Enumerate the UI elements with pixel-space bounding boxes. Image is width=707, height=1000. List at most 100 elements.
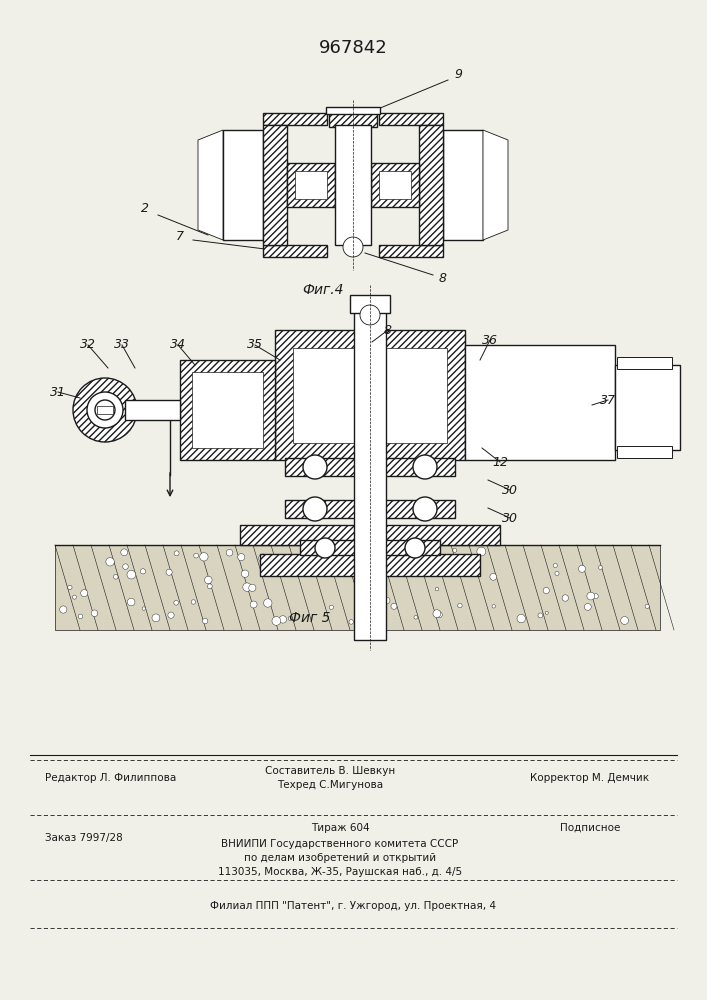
Bar	[419, 125, 443, 245]
Circle shape	[127, 570, 136, 579]
Circle shape	[152, 614, 160, 622]
Bar	[354, 310, 386, 640]
Bar	[354, 565, 386, 568]
Text: 9: 9	[454, 68, 462, 82]
Circle shape	[429, 572, 433, 576]
Circle shape	[492, 605, 496, 608]
Circle shape	[174, 600, 178, 605]
Bar	[287, 163, 335, 207]
Circle shape	[543, 587, 549, 594]
Bar	[300, 540, 440, 555]
Text: 36: 36	[482, 334, 498, 347]
Bar	[326, 107, 380, 114]
Circle shape	[238, 554, 245, 561]
Polygon shape	[223, 130, 263, 240]
Text: Тираж 604: Тираж 604	[310, 823, 369, 833]
Circle shape	[202, 618, 208, 624]
Bar	[371, 163, 419, 207]
Text: Заказ 7997/28: Заказ 7997/28	[45, 833, 123, 843]
Circle shape	[241, 570, 249, 577]
Circle shape	[72, 595, 76, 599]
Circle shape	[269, 554, 277, 563]
Circle shape	[264, 599, 272, 607]
Circle shape	[59, 606, 67, 613]
Bar	[350, 295, 390, 313]
Bar	[260, 554, 480, 576]
Circle shape	[562, 595, 568, 601]
Text: ВНИИПИ Государственного комитета СССР: ВНИИПИ Государственного комитета СССР	[221, 839, 459, 849]
Text: 2: 2	[141, 202, 149, 216]
Circle shape	[477, 547, 486, 556]
Circle shape	[621, 617, 629, 624]
Circle shape	[204, 576, 212, 584]
Bar	[465, 345, 615, 460]
Circle shape	[226, 549, 233, 556]
Text: 32: 32	[80, 338, 96, 352]
Text: 33: 33	[114, 338, 130, 352]
Circle shape	[362, 578, 366, 583]
Circle shape	[645, 604, 649, 608]
Circle shape	[419, 549, 423, 552]
Circle shape	[259, 554, 267, 563]
Text: 34: 34	[170, 338, 186, 352]
Text: по делам изобретений и открытий: по делам изобретений и открытий	[244, 853, 436, 863]
Bar	[180, 360, 275, 460]
Circle shape	[314, 568, 320, 575]
Circle shape	[440, 559, 448, 566]
Circle shape	[191, 600, 196, 604]
Text: Фиг.4: Фиг.4	[303, 283, 344, 297]
Circle shape	[121, 549, 127, 556]
Bar	[240, 525, 500, 545]
Circle shape	[243, 583, 251, 591]
Circle shape	[538, 613, 543, 618]
Circle shape	[357, 551, 361, 556]
Circle shape	[490, 573, 497, 580]
Circle shape	[81, 590, 88, 597]
Bar	[97, 406, 113, 414]
Text: 967842: 967842	[319, 39, 387, 57]
Circle shape	[91, 610, 98, 617]
Circle shape	[578, 565, 585, 572]
Circle shape	[433, 610, 440, 618]
Circle shape	[405, 538, 425, 558]
Polygon shape	[55, 545, 660, 630]
Bar	[125, 400, 180, 420]
Circle shape	[78, 614, 83, 619]
Text: 8: 8	[384, 324, 392, 336]
Text: 30: 30	[502, 512, 518, 524]
Bar	[293, 348, 447, 443]
Text: 12: 12	[492, 456, 508, 468]
Circle shape	[517, 614, 525, 623]
Circle shape	[315, 538, 335, 558]
Circle shape	[106, 558, 115, 566]
Circle shape	[436, 587, 439, 591]
Circle shape	[142, 607, 146, 610]
Circle shape	[356, 589, 362, 595]
Text: 30: 30	[502, 484, 518, 496]
Circle shape	[113, 575, 118, 579]
Text: Техред С.Мигунова: Техред С.Мигунова	[277, 780, 383, 790]
Text: Редактор Л. Филиппова: Редактор Л. Филиппова	[45, 773, 176, 783]
Circle shape	[451, 570, 457, 576]
Circle shape	[287, 566, 296, 574]
Circle shape	[250, 601, 257, 608]
Circle shape	[555, 571, 559, 575]
Circle shape	[593, 594, 598, 599]
Circle shape	[68, 585, 72, 590]
Bar	[285, 458, 455, 476]
Circle shape	[554, 563, 557, 568]
Circle shape	[269, 567, 276, 574]
Circle shape	[73, 378, 137, 442]
Circle shape	[381, 559, 390, 568]
Polygon shape	[483, 130, 508, 240]
Circle shape	[343, 237, 363, 257]
Circle shape	[329, 605, 334, 609]
Text: 37: 37	[600, 393, 616, 406]
Circle shape	[414, 616, 418, 619]
Circle shape	[413, 497, 437, 521]
Circle shape	[420, 561, 423, 564]
Circle shape	[303, 455, 327, 479]
Circle shape	[87, 392, 123, 428]
Circle shape	[207, 584, 212, 589]
Circle shape	[391, 603, 397, 609]
